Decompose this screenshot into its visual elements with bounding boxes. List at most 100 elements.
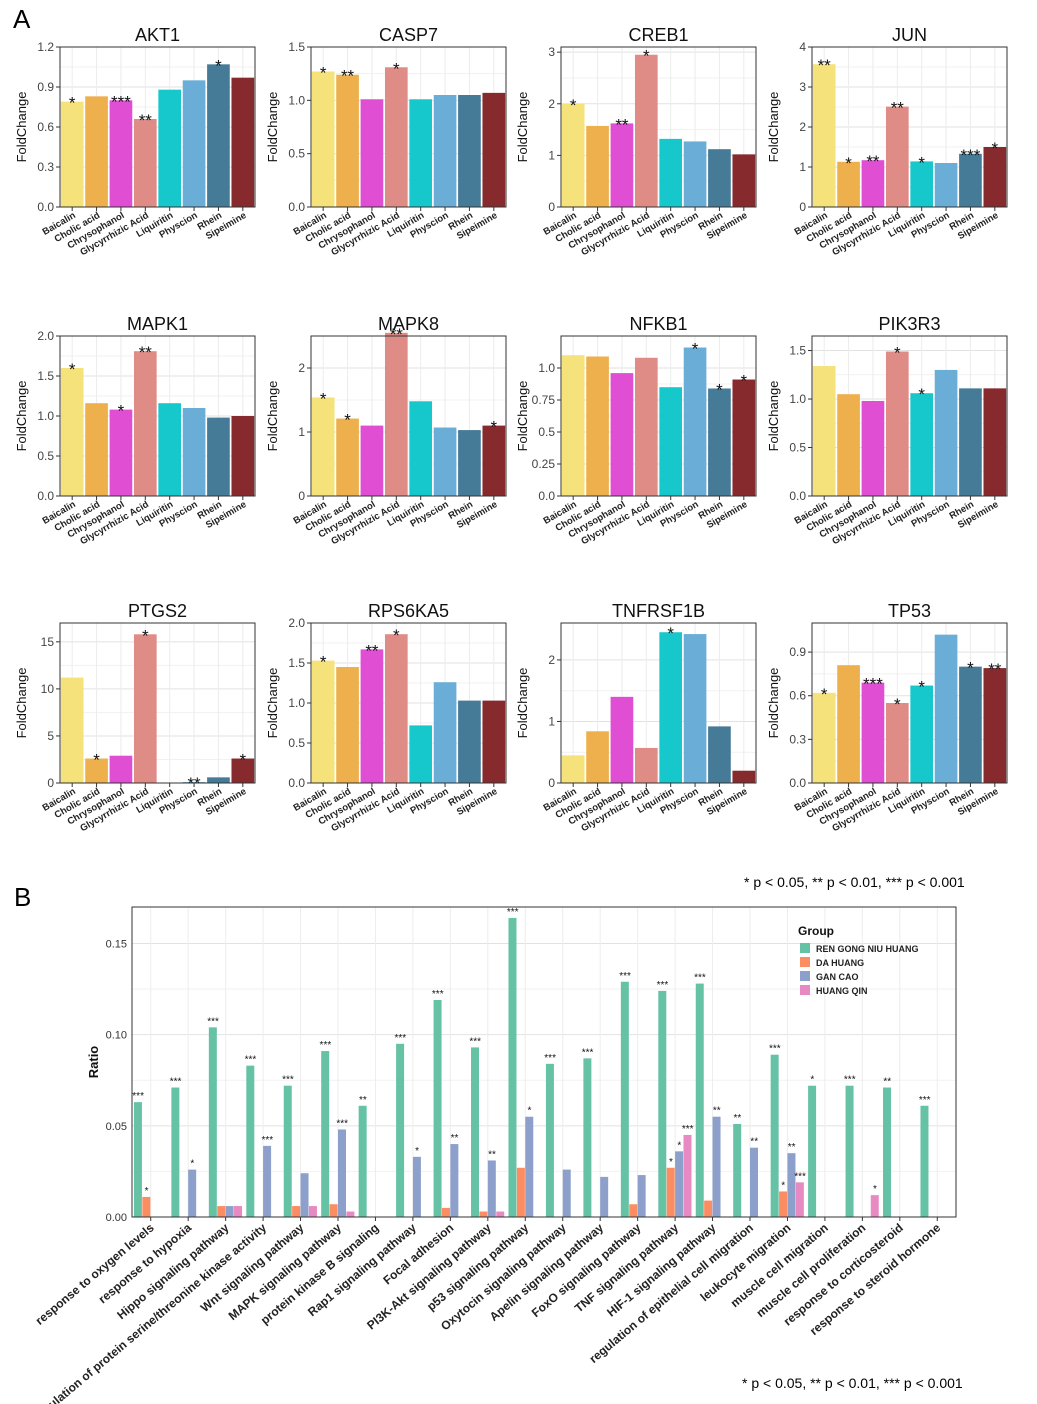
significance-label: * [93,751,100,770]
significance-label: * [894,344,901,363]
bar-chrysophanol [861,400,885,496]
y-axis-label: FoldChange [515,92,530,163]
y-tick-label: 0 [548,200,555,214]
chart-title: MAPK8 [378,314,439,334]
bar-rhein [708,388,731,496]
panel-a-label: A [13,4,31,34]
bar-ren-gong-niu-huang-muscle-cell-migration [808,1085,817,1217]
chart-title: PTGS2 [128,601,187,621]
bar-physcion [182,80,206,207]
y-tick-label: 15 [41,635,55,649]
bar-glycyrrhizic-acid [634,54,658,207]
y-tick-label: 3 [799,80,806,94]
bar-cholic-acid [85,758,108,783]
bar-da-huang-mapk-signaling-pathway [329,1204,338,1217]
significance-label: *** [863,675,883,694]
y-tick-label: 0.0 [37,200,54,214]
significance-label: * [320,64,327,83]
y-axis-label: FoldChange [265,668,280,739]
plot-border [59,46,256,208]
bar-physcion [934,634,958,783]
plot-border [131,906,957,1218]
y-axis-label: Ratio [86,1046,101,1079]
y-tick-label: 0.0 [789,489,806,503]
bar-ren-gong-niu-huang-p53-signaling-pathway [508,917,517,1217]
bar-ren-gong-niu-huang-hippo-signaling-pathway [208,1027,217,1217]
significance-label: *** [544,1053,556,1064]
bar-rhein [207,417,230,496]
y-axis-label: FoldChange [14,92,29,163]
bar-glycyrrhizic-acid [634,357,658,496]
plot-border [560,622,757,784]
significance-label: *** [132,1091,144,1102]
bar-chrysophanol [610,373,634,496]
significance-label: ** [139,111,153,130]
bar-ren-gong-niu-huang-response-to-oxygen-levels [133,1102,142,1217]
significance-label: ** [451,1133,459,1144]
significance-label: ** [365,641,379,660]
bar-ren-gong-niu-huang-focal-adhesion [433,1000,442,1217]
y-tick-label: 0 [799,200,806,214]
bar-chrysophanol [360,649,384,783]
bar-rhein [458,430,481,496]
y-tick-label: 0.6 [789,689,806,703]
significance-label: *** [394,1033,406,1044]
y-tick-label: 1.2 [37,40,54,54]
y-tick-label: 2.0 [288,616,305,630]
bar-physcion [433,95,457,207]
bar-chrysophanol [109,755,133,783]
bar-ren-gong-niu-huang-response-to-hypoxia [171,1087,180,1217]
y-tick-label: 1.0 [538,361,555,375]
bar-glycyrrhizic-acid [133,119,157,207]
y-tick-label: 0.15 [106,938,127,950]
chart-title: TP53 [888,601,931,621]
bar-baicalin [812,366,836,496]
bar-da-huang-hippo-signaling-pathway [217,1206,226,1217]
significance-label: * [69,360,76,379]
y-tick-label: 1 [799,160,806,174]
significance-label: ** [615,115,629,134]
significance-label: * [570,96,577,115]
y-tick-label: 5 [47,729,54,743]
bar-gan-cao-apelin-signaling-pathway [600,1176,609,1217]
significance-label: * [894,695,901,714]
y-tick-label: 0.0 [37,489,54,503]
bar-ren-gong-niu-huang-tnf-signaling-pathway [658,990,667,1217]
bar-huang-qin-leukocyte-migration [795,1182,804,1217]
bar-physcion [683,141,707,207]
bar-gan-cao-mapk-signaling-pathway [338,1129,346,1217]
bar-gan-cao-leukocyte-migration [787,1153,796,1217]
bar-da-huang-foxo-signaling-pathway [629,1204,638,1217]
y-axis-label: FoldChange [766,668,781,739]
bar-da-huang-wnt-signaling-pathway [292,1206,301,1217]
bar-liquiritin [659,138,683,207]
y-axis-label: FoldChange [14,668,29,739]
significance-label: *** [170,1077,182,1088]
bar-liquiritin [409,401,433,496]
bar-cholic-acid [85,96,108,207]
chart-title: RPS6KA5 [368,601,449,621]
bar-huang-qin-muscle-cell-proliferation [870,1195,879,1217]
y-tick-label: 1.0 [789,392,806,406]
bar-physcion [182,408,206,496]
significance-label: ** [713,1106,721,1117]
bar-glycyrrhizic-acid [634,747,658,783]
bar-liquiritin [659,387,683,496]
bar-cholic-acid [837,161,860,207]
chart-title: MAPK1 [127,314,188,334]
bar-ren-gong-niu-huang-regulation-of-protein-serine-threonine-kinase-activity [246,1065,255,1217]
legend-label-huang-qin: HUANG QIN [816,986,868,996]
bar-gan-cao-pi3k-akt-signaling-pathway [487,1160,496,1217]
bar-glycyrrhizic-acid [133,351,157,496]
significance-label: ** [988,660,1002,679]
y-tick-label: 10 [41,682,55,696]
significance-label: * [669,1157,673,1168]
significance-label: * [142,626,149,645]
bar-gan-cao-regulation-of-epithelial-cell-migration [750,1147,758,1217]
bar-ren-gong-niu-huang-mapk-signaling-pathway [321,1051,330,1217]
significance-label: * [69,94,76,113]
